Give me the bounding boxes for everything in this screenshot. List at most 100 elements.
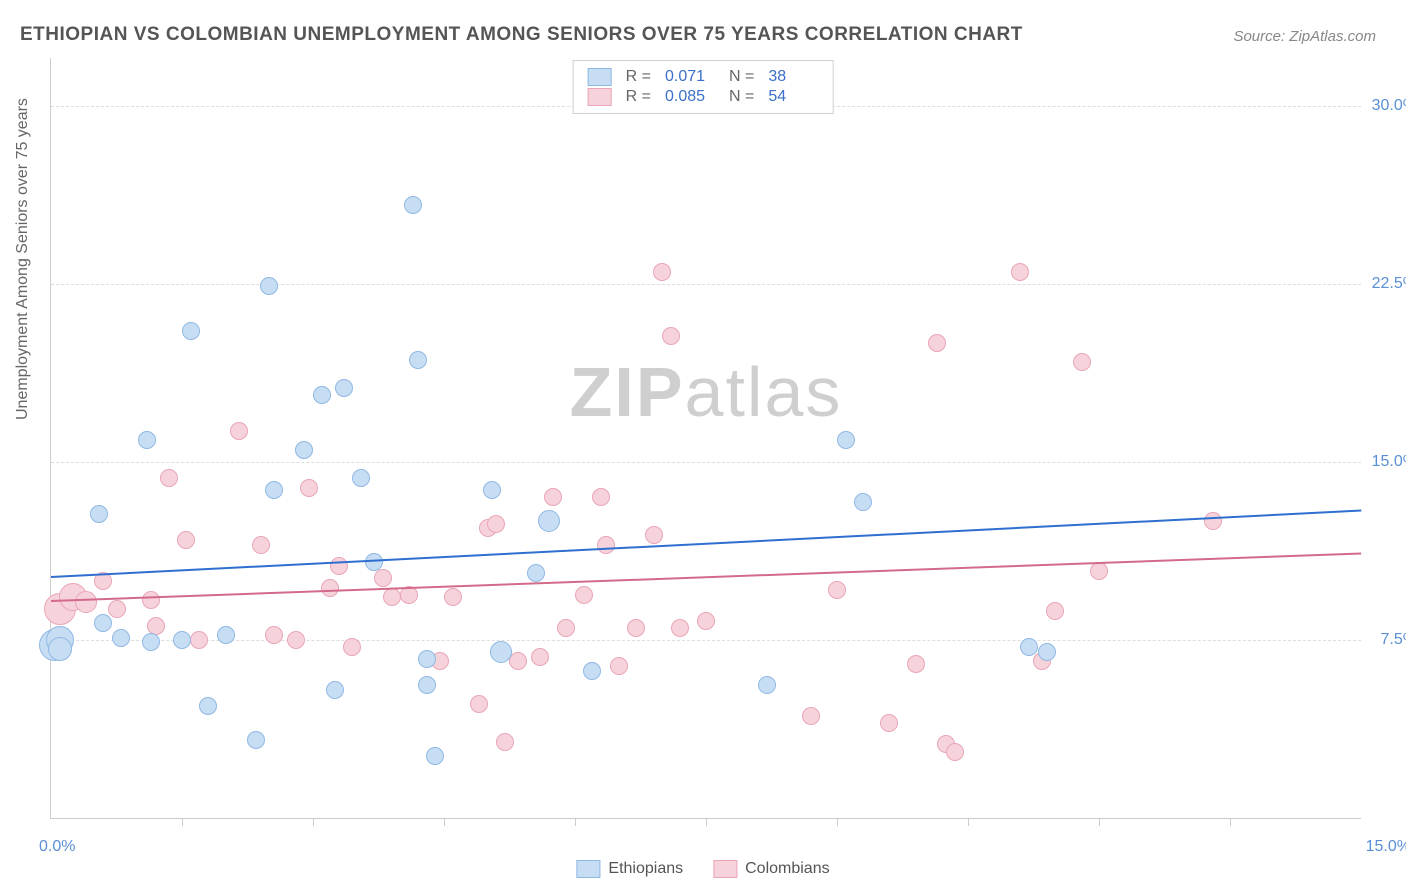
data-point xyxy=(880,714,898,732)
legend-item: Ethiopians xyxy=(576,860,683,878)
data-point xyxy=(404,196,422,214)
data-point xyxy=(142,633,160,651)
legend-n-value: 38 xyxy=(768,68,818,86)
legend-label: Ethiopians xyxy=(608,860,683,878)
legend-row: R = 0.085 N = 54 xyxy=(588,87,819,107)
data-point xyxy=(907,655,925,673)
gridline-h xyxy=(51,462,1361,463)
xaxis-label-right: 15.0% xyxy=(1366,838,1406,856)
data-point xyxy=(1204,512,1222,530)
data-point xyxy=(313,386,331,404)
data-point xyxy=(94,614,112,632)
data-point xyxy=(1073,353,1091,371)
gridline-h xyxy=(51,640,1361,641)
data-point xyxy=(300,479,318,497)
data-point xyxy=(252,536,270,554)
data-point xyxy=(265,626,283,644)
xtick xyxy=(313,818,314,826)
chart-title: ETHIOPIAN VS COLOMBIAN UNEMPLOYMENT AMON… xyxy=(20,24,1023,46)
legend-item: Colombians xyxy=(713,860,829,878)
data-point xyxy=(190,631,208,649)
series-legend: Ethiopians Colombians xyxy=(576,860,829,878)
data-point xyxy=(147,617,165,635)
xtick xyxy=(1230,818,1231,826)
data-point xyxy=(142,591,160,609)
data-point xyxy=(199,697,217,715)
yaxis-title: Unemployment Among Seniors over 75 years xyxy=(14,98,32,420)
data-point xyxy=(645,526,663,544)
data-point xyxy=(247,731,265,749)
data-point xyxy=(575,586,593,604)
data-point xyxy=(509,652,527,670)
legend-r-value: 0.071 xyxy=(665,68,715,86)
xtick xyxy=(575,818,576,826)
data-point xyxy=(374,569,392,587)
data-point xyxy=(326,681,344,699)
plot-area: ZIPatlas 7.5%15.0%22.5%30.0%0.0%15.0% xyxy=(50,58,1361,819)
legend-swatch xyxy=(713,860,737,878)
xtick xyxy=(444,818,445,826)
ytick-label: 30.0% xyxy=(1372,97,1406,115)
data-point xyxy=(330,557,348,575)
data-point xyxy=(418,650,436,668)
data-source: Source: ZipAtlas.com xyxy=(1233,28,1376,45)
data-point xyxy=(496,733,514,751)
legend-n-value: 54 xyxy=(768,88,818,106)
data-point xyxy=(260,277,278,295)
data-point xyxy=(531,648,549,666)
legend-n-label: N = xyxy=(729,68,754,86)
xtick xyxy=(968,818,969,826)
data-point xyxy=(335,379,353,397)
data-point xyxy=(653,263,671,281)
data-point xyxy=(527,564,545,582)
data-point xyxy=(287,631,305,649)
data-point xyxy=(352,469,370,487)
data-point xyxy=(487,515,505,533)
data-point xyxy=(409,351,427,369)
data-point xyxy=(138,431,156,449)
legend-r-value: 0.085 xyxy=(665,88,715,106)
data-point xyxy=(837,431,855,449)
data-point xyxy=(928,334,946,352)
data-point xyxy=(1090,562,1108,580)
data-point xyxy=(538,510,560,532)
data-point xyxy=(854,493,872,511)
data-point xyxy=(383,588,401,606)
data-point xyxy=(426,747,444,765)
data-point xyxy=(597,536,615,554)
data-point xyxy=(230,422,248,440)
data-point xyxy=(108,600,126,618)
data-point xyxy=(758,676,776,694)
data-point xyxy=(321,579,339,597)
legend-r-label: R = xyxy=(626,88,651,106)
data-point xyxy=(1046,602,1064,620)
data-point xyxy=(627,619,645,637)
data-point xyxy=(160,469,178,487)
data-point xyxy=(483,481,501,499)
ytick-label: 22.5% xyxy=(1372,275,1406,293)
data-point xyxy=(295,441,313,459)
data-point xyxy=(444,588,462,606)
gridline-h xyxy=(51,284,1361,285)
data-point xyxy=(48,637,72,661)
data-point xyxy=(343,638,361,656)
legend-label: Colombians xyxy=(745,860,829,878)
data-point xyxy=(544,488,562,506)
data-point xyxy=(671,619,689,637)
xtick xyxy=(182,818,183,826)
data-point xyxy=(592,488,610,506)
watermark-light: atlas xyxy=(685,353,843,431)
data-point xyxy=(490,641,512,663)
correlation-legend: R = 0.071 N = 38R = 0.085 N = 54 xyxy=(573,60,834,114)
watermark: ZIPatlas xyxy=(570,352,843,432)
legend-swatch xyxy=(588,68,612,86)
legend-row: R =0.071N =38 xyxy=(588,67,819,87)
data-point xyxy=(470,695,488,713)
data-point xyxy=(182,322,200,340)
data-point xyxy=(1011,263,1029,281)
legend-n-label: N = xyxy=(729,88,754,106)
xaxis-label-left: 0.0% xyxy=(39,838,75,856)
data-point xyxy=(112,629,130,647)
xtick xyxy=(1099,818,1100,826)
chart-container: ETHIOPIAN VS COLOMBIAN UNEMPLOYMENT AMON… xyxy=(0,0,1406,892)
